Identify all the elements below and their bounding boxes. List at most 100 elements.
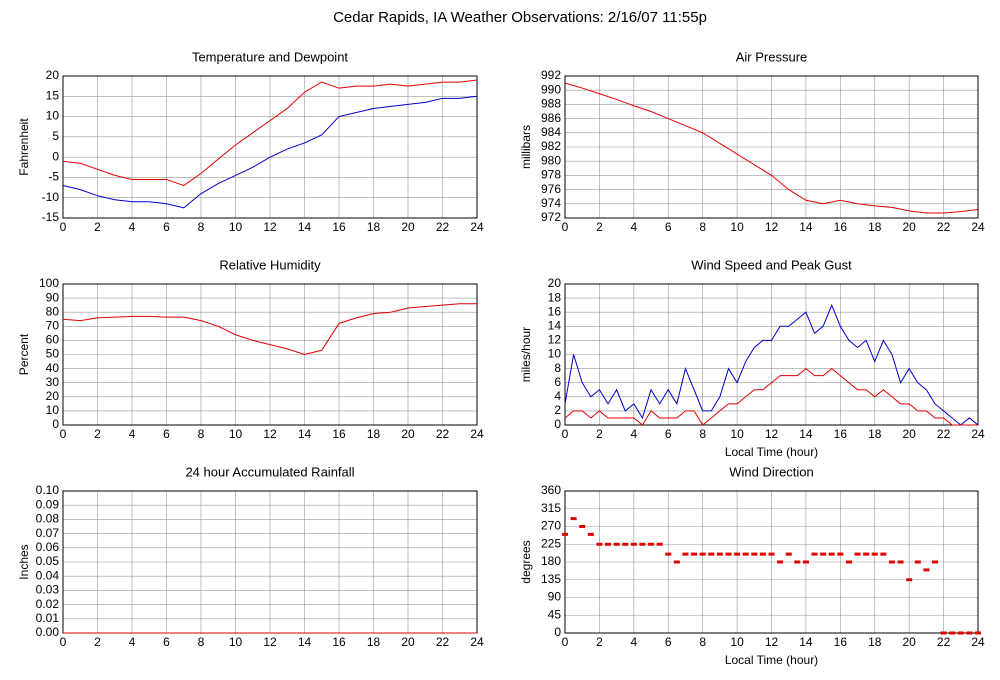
x-tick-label: 2: [94, 635, 101, 649]
y-tick-label: 0.03: [36, 583, 60, 597]
y-tick-label: 20: [46, 68, 60, 82]
y-tick-label: -10: [42, 190, 60, 204]
data-point: [863, 552, 870, 556]
data-point: [742, 552, 749, 556]
y-tick-label: 10: [548, 347, 562, 361]
y-tick-label: 6: [554, 375, 561, 389]
y-tick-label: 100: [39, 276, 59, 290]
x-tick-label: 10: [730, 220, 744, 234]
x-tick-label: 10: [229, 635, 243, 649]
data-point: [957, 631, 964, 635]
x-tick-label: 8: [198, 427, 205, 441]
x-tick-label: 18: [367, 635, 381, 649]
y-tick-label: 4: [554, 389, 561, 403]
x-tick-label: 6: [163, 220, 170, 234]
data-line: [62, 303, 477, 356]
y-tick-label: 0.06: [36, 540, 60, 554]
data-point: [811, 552, 818, 556]
data-point: [931, 560, 938, 564]
x-tick-label: 18: [367, 427, 381, 441]
x-tick-label: 4: [129, 635, 136, 649]
x-tick-label: 4: [630, 635, 637, 649]
y-tick-label: 14: [548, 318, 562, 332]
x-tick-label: 14: [799, 635, 813, 649]
data-point: [630, 542, 637, 546]
y-axis-label: millibars: [519, 125, 533, 169]
x-tick-label: 18: [868, 635, 882, 649]
x-tick-label: 10: [229, 220, 243, 234]
x-tick-label: 18: [868, 427, 882, 441]
data-point: [975, 631, 981, 635]
x-tick-label: 2: [596, 220, 603, 234]
data-point: [579, 525, 586, 528]
x-tick-label: 24: [470, 427, 484, 441]
y-tick-label: 0.09: [36, 497, 60, 511]
data-point: [751, 552, 758, 556]
x-tick-label: 20: [902, 220, 916, 234]
y-tick-label: 0.00: [36, 625, 60, 639]
x-tick-label: 14: [799, 220, 813, 234]
data-point: [691, 552, 698, 556]
y-tick-label: 10: [46, 109, 60, 123]
y-tick-label: 976: [541, 182, 561, 196]
x-tick-label: 10: [229, 427, 243, 441]
plot-frame: [564, 490, 979, 634]
x-tick-label: 10: [730, 427, 744, 441]
x-tick-label: 16: [332, 220, 346, 234]
x-tick-label: 14: [799, 427, 813, 441]
x-tick-label: 8: [699, 220, 706, 234]
data-point: [708, 552, 715, 556]
data-point: [828, 552, 835, 556]
y-tick-label: 0.08: [36, 512, 60, 526]
data-point: [871, 552, 878, 556]
x-tick-label: 14: [298, 427, 312, 441]
y-tick-label: 15: [46, 88, 60, 102]
x-tick-label: 16: [834, 220, 848, 234]
x-tick-label: 18: [868, 220, 882, 234]
data-point: [613, 542, 620, 546]
x-tick-label: 22: [436, 635, 450, 649]
data-point: [639, 542, 646, 546]
x-tick-label: 20: [401, 635, 415, 649]
data-point: [845, 560, 852, 564]
data-line: [564, 367, 978, 426]
y-tick-label: 0: [52, 149, 59, 163]
x-tick-label: 16: [332, 427, 346, 441]
x-tick-label: 10: [730, 635, 744, 649]
x-tick-label: 8: [699, 635, 706, 649]
x-tick-label: 0: [562, 427, 569, 441]
data-point: [777, 560, 784, 564]
x-tick-label: 6: [665, 220, 672, 234]
x-tick-label: 20: [902, 635, 916, 649]
y-tick-label: 40: [46, 361, 60, 375]
data-point: [605, 542, 612, 546]
data-point: [940, 631, 947, 635]
y-tick-label: 986: [541, 111, 561, 125]
x-tick-label: 14: [298, 635, 312, 649]
y-tick-label: 20: [548, 276, 562, 290]
x-tick-label: 22: [436, 220, 450, 234]
y-tick-label: 0: [554, 625, 561, 639]
y-tick-label: 0.05: [36, 554, 60, 568]
plot-frame: [564, 75, 979, 219]
chart-title: Relative Humidity: [219, 257, 321, 272]
y-tick-label: 270: [541, 519, 561, 533]
y-tick-label: 984: [541, 125, 561, 139]
x-tick-label: 12: [765, 635, 779, 649]
data-point: [622, 542, 629, 546]
x-tick-label: 20: [401, 427, 415, 441]
y-axis-label: Inches: [17, 544, 31, 579]
plot-frame: [62, 75, 478, 219]
data-point: [587, 532, 594, 536]
y-tick-label: 60: [46, 333, 60, 347]
y-tick-label: 135: [541, 572, 561, 586]
y-tick-label: 18: [548, 290, 562, 304]
data-point: [820, 552, 827, 556]
x-tick-label: 12: [263, 427, 277, 441]
x-tick-label: 12: [263, 220, 277, 234]
data-point: [665, 552, 672, 556]
data-point: [854, 552, 861, 556]
data-point: [906, 578, 913, 582]
data-point: [949, 631, 956, 635]
